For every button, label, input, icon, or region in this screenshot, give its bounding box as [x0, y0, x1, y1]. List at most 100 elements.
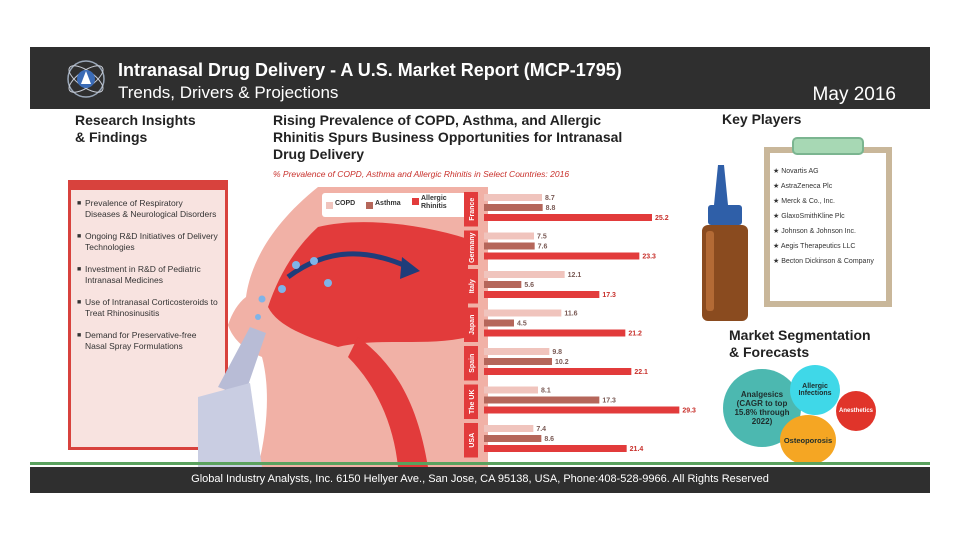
bar — [484, 435, 542, 442]
key-player-name: Becton Dickinson & Company — [781, 258, 874, 265]
report-title: Intranasal Drug Delivery - A U.S. Market… — [118, 60, 622, 80]
bar-value-label: 22.1 — [634, 369, 648, 376]
bar — [484, 232, 534, 240]
key-player-item: ★ Novartis AG — [773, 168, 819, 175]
bar — [484, 329, 626, 337]
key-player-name: AstraZeneca Plc — [780, 183, 833, 190]
insights-heading-line2: & Findings — [75, 129, 148, 145]
insight-item: Demand for Preservative-free Nasal Spray… — [77, 330, 219, 352]
bar — [484, 319, 514, 327]
segment-bubble-osteoporosis: Osteoporosis — [780, 415, 836, 465]
key-player-item: ★ Becton Dickinson & Company — [773, 258, 874, 265]
insights-heading: Research Insights & Findings — [75, 112, 196, 146]
bar — [484, 281, 522, 288]
insights-heading-line1: Research Insights — [75, 112, 196, 128]
segmentation-heading: Market Segmentation & Forecasts — [729, 327, 871, 361]
insight-item: Ongoing R&D Initiatives of Delivery Tech… — [77, 231, 219, 253]
bar-value-label: 23.3 — [642, 254, 656, 261]
infographic-frame: Intranasal Drug Delivery - A U.S. Market… — [30, 47, 930, 493]
chart-heading: Rising Prevalence of COPD, Asthma, and A… — [273, 112, 622, 163]
insight-item: Use of Intranasal Corticosteroids to Tre… — [77, 297, 219, 319]
report-subtitle: Trends, Drivers & Projections — [118, 83, 339, 102]
header-bar: Intranasal Drug Delivery - A U.S. Market… — [30, 47, 930, 109]
category-label: Japan — [469, 315, 476, 335]
bar — [484, 358, 552, 365]
key-player-name: Aegis Therapeutics LLC — [780, 243, 856, 250]
gia-logo-icon — [67, 60, 105, 98]
key-player-item: ★ Johnson & Johnson Inc. — [773, 228, 856, 235]
category-band — [464, 423, 478, 458]
bar — [484, 406, 680, 414]
category-label: Germany — [469, 232, 476, 262]
chart-heading-line2: Rhinitis Spurs Business Opportunities fo… — [273, 129, 623, 145]
bar — [484, 348, 550, 355]
bar — [484, 194, 542, 201]
bar — [484, 252, 640, 260]
bar — [484, 368, 632, 375]
insight-item: Investment in R&D of Pediatric Intranasa… — [77, 264, 219, 286]
bar — [484, 214, 652, 221]
category-band — [464, 384, 478, 419]
bar-value-label: 5.6 — [524, 282, 534, 289]
bar — [484, 396, 600, 404]
key-players-clipboard: ★ Novartis AG ★ AstraZeneca Plc ★ Merck … — [764, 147, 892, 307]
chart-title: % Prevalence of COPD, Asthma and Allergi… — [273, 169, 570, 179]
legend-swatch-allergic — [412, 198, 419, 205]
category-band — [464, 307, 478, 342]
bar — [484, 386, 538, 394]
legend-swatch-copd — [326, 202, 333, 209]
bar-value-label: 29.3 — [682, 408, 696, 415]
nasal-spray-bottle-illustration — [702, 165, 748, 321]
chart-heading-line1: Rising Prevalence of COPD, Asthma, and A… — [273, 112, 602, 128]
category-band — [464, 269, 478, 304]
bar-value-label: 25.2 — [655, 215, 669, 222]
bar-value-label: 9.8 — [552, 349, 562, 356]
bar — [484, 445, 627, 452]
bar-value-label: 8.6 — [544, 436, 554, 443]
chart-heading-line3: Drug Delivery — [273, 146, 365, 162]
key-player-item: ★ Merck & Co., Inc. — [773, 198, 835, 205]
category-label: Spain — [469, 354, 476, 373]
key-player-item: ★ GlaxoSmithKline Plc — [773, 213, 845, 220]
key-player-item: ★ Aegis Therapeutics LLC — [773, 243, 856, 250]
bar — [484, 291, 600, 298]
bar-value-label: 11.6 — [564, 311, 577, 318]
nasal-anatomy-illustration — [198, 187, 488, 467]
legend-label-copd: COPD — [335, 200, 356, 207]
key-player-name: GlaxoSmithKline Plc — [781, 213, 845, 220]
footer-text: Global Industry Analysts, Inc. 6150 Hell… — [191, 473, 769, 485]
bar — [484, 309, 562, 317]
insight-item: Prevalence of Respiratory Diseases & Neu… — [77, 198, 219, 220]
bar-value-label: 12.1 — [568, 272, 582, 279]
segmentation-heading-line1: Market Segmentation — [729, 327, 871, 343]
category-label: USA — [469, 433, 476, 448]
legend-label-allergic: Allergic Rhinitis — [421, 195, 447, 210]
category-label: Italy — [469, 279, 476, 293]
bar-value-label: 7.5 — [537, 234, 547, 241]
insights-list: Prevalence of Respiratory Diseases & Neu… — [71, 198, 225, 352]
key-player-item: ★ AstraZeneca Plc — [773, 183, 833, 190]
bar-value-label: 10.2 — [555, 359, 569, 366]
key-player-name: Johnson & Johnson Inc. — [781, 228, 856, 235]
category-label: The UK — [469, 390, 476, 415]
bar-value-label: 21.2 — [628, 331, 642, 338]
bar-value-label: 17.3 — [602, 398, 616, 405]
clipboard-clip-icon — [792, 137, 864, 155]
footer-bar: Global Industry Analysts, Inc. 6150 Hell… — [30, 467, 930, 493]
legend-label-asthma: Asthma — [375, 200, 401, 207]
key-player-name: Novartis AG — [781, 168, 819, 175]
bar-value-label: 21.4 — [630, 446, 644, 453]
chart-legend: COPD Asthma Allergic Rhinitis — [322, 193, 472, 217]
bar-value-label: 7.4 — [536, 426, 546, 433]
segment-bubble-anesthetics: Anesthetics — [836, 391, 876, 431]
bar-value-label: 8.7 — [545, 195, 555, 202]
bar-value-label: 7.6 — [538, 244, 548, 251]
legend-swatch-asthma — [366, 202, 373, 209]
key-players-heading: Key Players — [722, 111, 802, 127]
bar — [484, 242, 535, 250]
bar — [484, 204, 543, 211]
footer-accent-line — [30, 462, 930, 465]
category-band — [464, 230, 478, 265]
bar-value-label: 17.3 — [602, 292, 616, 299]
bar-value-label: 8.1 — [541, 388, 551, 395]
